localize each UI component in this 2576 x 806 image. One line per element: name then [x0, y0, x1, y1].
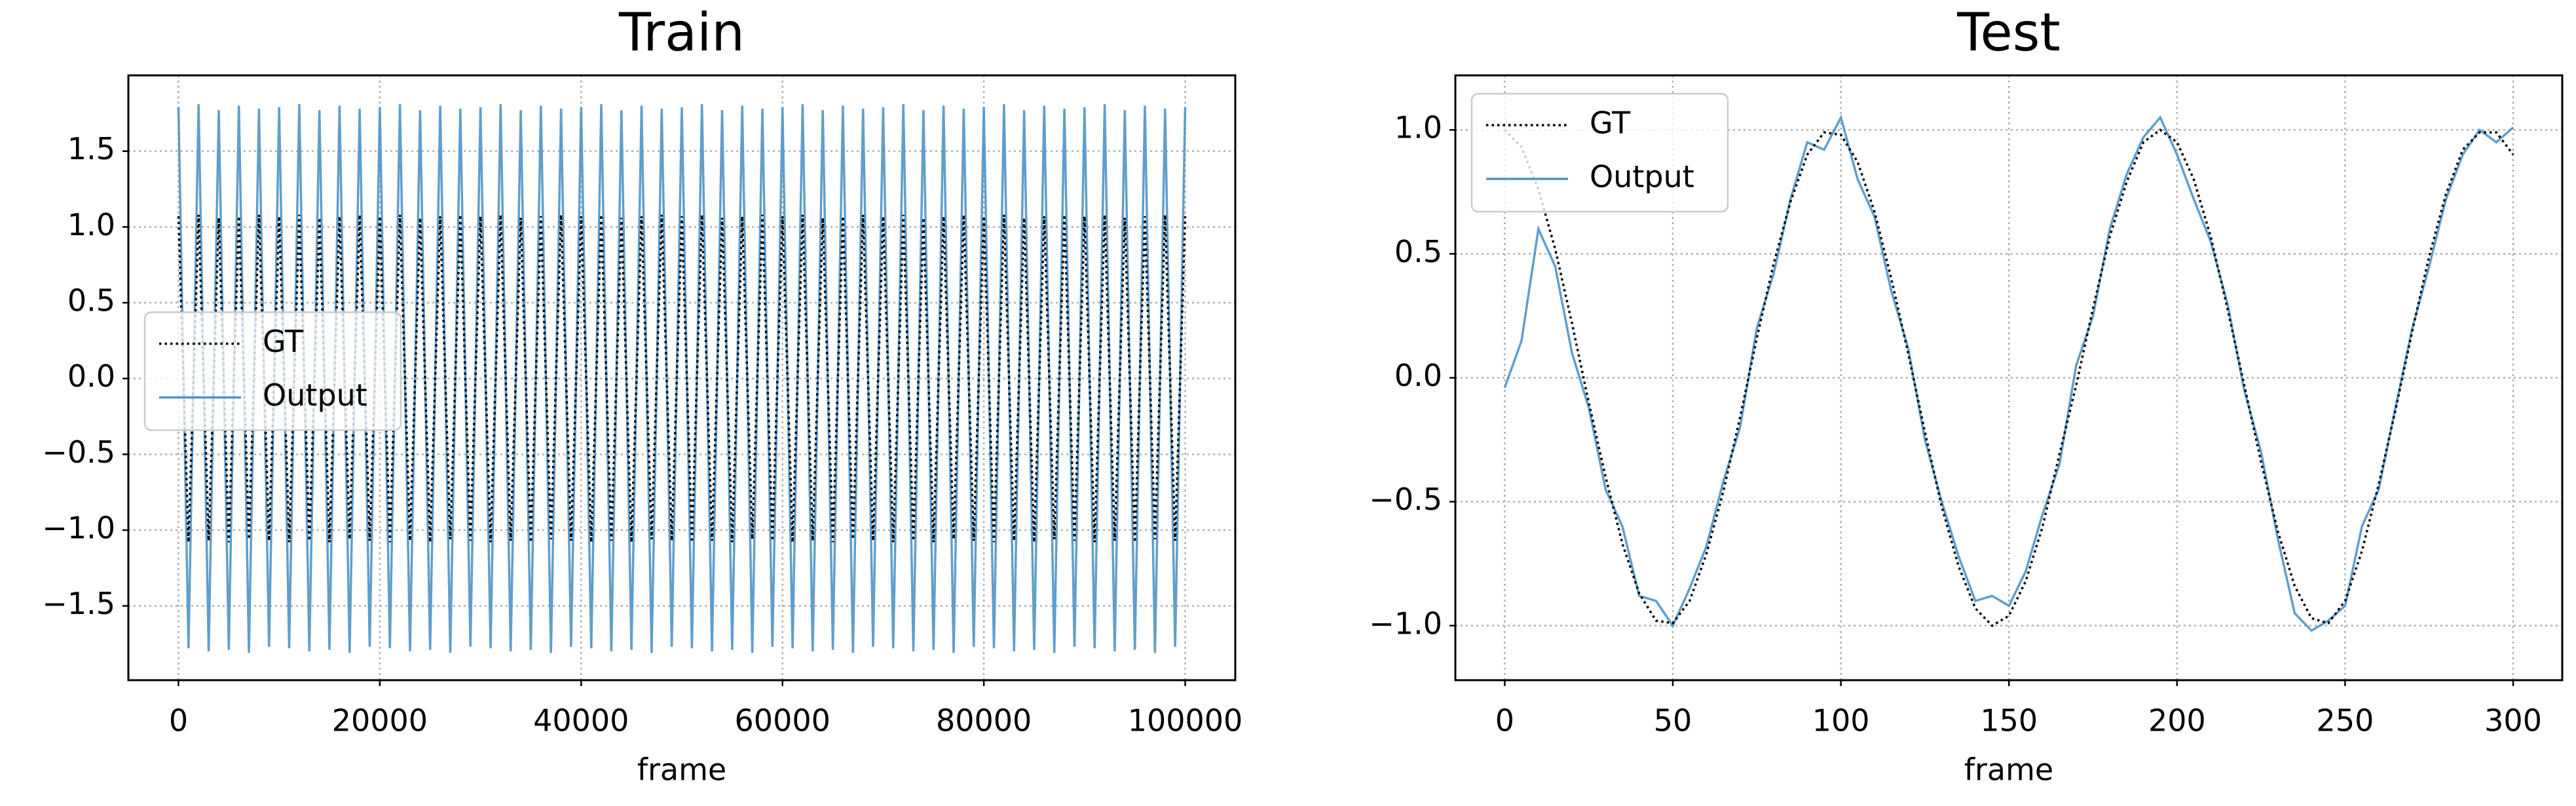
x-tick-label: 80000: [936, 703, 1032, 739]
x-tick-label: 150: [1980, 703, 2038, 739]
subplot: Train frame 0 20000 40000 60000 80000 100000 −1.…: [42, 2, 1242, 788]
axes-frame: [127, 74, 1237, 681]
y-tick-label: −0.5: [42, 434, 115, 470]
y-tick-label: 0.5: [1394, 234, 1442, 269]
y-tick-label: 0.0: [67, 358, 115, 394]
series-line: [1504, 128, 2514, 628]
y-tick-label: 1.0: [67, 207, 115, 242]
legend-box: [1470, 92, 1729, 213]
x-tick-label: 50: [1654, 703, 1692, 739]
y-tick-label: 1.5: [67, 131, 115, 166]
chart-title: Test: [1956, 2, 2061, 63]
y-tick-label: 0.5: [67, 282, 115, 318]
x-tick-label: 0: [1495, 703, 1514, 739]
x-tick-label: 250: [2317, 703, 2374, 739]
axes-frame: [1454, 74, 2564, 681]
y-tick-label: 1.0: [1394, 110, 1442, 145]
y-tick-label: 0.0: [1394, 358, 1442, 393]
x-tick-label: 300: [2484, 703, 2542, 739]
y-tick-label: −1.0: [1369, 605, 1442, 641]
legend-label: Output: [263, 377, 367, 413]
legend: GT Output: [1470, 92, 1729, 213]
x-tick-label: 100000: [1128, 703, 1243, 739]
x-axis-label: frame: [1964, 752, 2053, 788]
x-tick-label: 200: [2148, 703, 2206, 739]
legend-label: GT: [263, 324, 304, 359]
x-tick-label: 0: [169, 703, 188, 739]
series-line: [177, 214, 1187, 543]
chart-title: Train: [618, 2, 745, 63]
y-tick-label: −1.5: [42, 586, 115, 621]
x-tick-label: 20000: [332, 703, 428, 739]
legend-label: GT: [1590, 106, 1631, 141]
legend-label: Output: [1590, 159, 1694, 195]
y-tick-label: −1.0: [42, 510, 115, 545]
legend: GT Output: [143, 311, 402, 431]
legend-box: [143, 311, 402, 431]
x-tick-label: 40000: [533, 703, 629, 739]
subplot: Test frame 0 50 100 150 200 250 300 −1.0 −0.5 0.0 0.…: [1369, 2, 2564, 788]
y-tick-label: −0.5: [1369, 482, 1442, 517]
x-axis-label: frame: [637, 752, 726, 788]
series-line: [177, 104, 1187, 653]
x-tick-label: 100: [1812, 703, 1870, 739]
series-line: [1503, 114, 2514, 632]
x-tick-label: 60000: [735, 703, 831, 739]
